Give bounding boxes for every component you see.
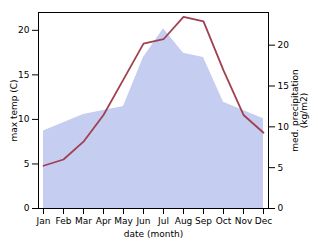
svg-text:Sep: Sep [195,216,212,226]
svg-text:15: 15 [278,81,289,91]
svg-text:max temp (C): max temp (C) [9,79,19,141]
svg-text:Mar: Mar [75,216,92,226]
svg-text:med. precipitation(kg/m2): med. precipitation(kg/m2) [290,69,309,151]
svg-text:Oct: Oct [216,216,232,226]
svg-text:Feb: Feb [56,216,72,226]
svg-text:15: 15 [18,70,29,80]
svg-text:Nov: Nov [235,216,253,226]
svg-text:5: 5 [24,159,30,169]
svg-text:20: 20 [18,25,30,35]
svg-text:Jul: Jul [157,216,169,226]
svg-text:Apr: Apr [96,216,112,226]
svg-text:May: May [114,216,133,226]
svg-text:20: 20 [278,40,290,50]
svg-text:10: 10 [18,114,30,124]
svg-text:Jan: Jan [36,216,51,226]
svg-text:date (month): date (month) [124,229,183,239]
svg-text:10: 10 [278,122,290,132]
svg-text:Aug: Aug [175,216,193,226]
svg-text:Dec: Dec [255,216,272,226]
svg-text:Jun: Jun [135,216,150,226]
svg-text:0: 0 [24,203,30,213]
svg-text:0: 0 [278,203,284,213]
svg-text:5: 5 [278,163,284,173]
